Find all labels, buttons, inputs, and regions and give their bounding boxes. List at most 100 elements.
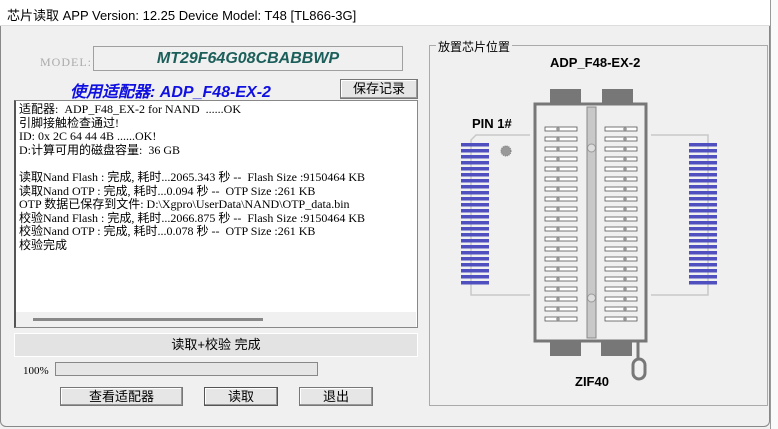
zif-contact-left: [544, 196, 578, 202]
exit-button[interactable]: 退出: [299, 387, 373, 406]
model-label: MODEL:: [40, 55, 92, 69]
zif-contact-dot: [556, 287, 560, 291]
chip-pin-right: [689, 233, 717, 237]
horizontal-scrollbar[interactable]: [16, 312, 416, 327]
zif-contact-dot: [623, 277, 627, 281]
chip-pin-left: [461, 269, 489, 273]
chip-pin-left: [461, 215, 489, 219]
save-log-button[interactable]: 保存记录: [340, 79, 418, 99]
zif-contact-dot: [623, 317, 627, 321]
title-bar: 芯片读取 APP Version: 12.25 Device Model: T4…: [0, 0, 770, 26]
zif-contact-dot: [556, 247, 560, 251]
zif-contact-right: [604, 306, 638, 312]
zif-center-bar: [586, 106, 597, 339]
zif-contact-left: [544, 256, 578, 262]
zif-contact-dot: [623, 307, 627, 311]
zif-contact-dot: [556, 157, 560, 161]
chip-pin-right: [689, 245, 717, 249]
zif-contact-right: [604, 256, 638, 262]
zif-contact-dot: [556, 137, 560, 141]
zif-contact-dot: [623, 297, 627, 301]
zif-contact-dot: [556, 267, 560, 271]
chip-pin-right: [689, 167, 717, 171]
zif-contact-right: [604, 246, 638, 252]
zif-contact-right: [604, 166, 638, 172]
zif-contact-right: [604, 196, 638, 202]
chip-pin-left: [461, 167, 489, 171]
chip-pin-right: [689, 179, 717, 183]
pin1-label: PIN 1#: [472, 116, 512, 131]
zif-contact-right: [604, 286, 638, 292]
zif-contact-left: [544, 276, 578, 282]
zif-contact-dot: [623, 157, 627, 161]
zif-contact-left: [544, 306, 578, 312]
chip-pin-right: [689, 281, 717, 285]
zif-contact-dot: [623, 147, 627, 151]
zif-center-hole: [587, 293, 596, 303]
zif-contact-dot: [556, 217, 560, 221]
chip-pin-right: [689, 197, 717, 201]
chip-pin-left: [461, 149, 489, 153]
chip-pin-left: [461, 179, 489, 183]
chip-pin-right: [689, 251, 717, 255]
zif-contact-left: [544, 176, 578, 182]
zif-contact-dot: [556, 317, 560, 321]
zif-contact-right: [604, 136, 638, 142]
socket-tab: [550, 89, 581, 104]
background-window: [770, 0, 778, 429]
chip-pin-right: [689, 275, 717, 279]
chip-pin-left: [461, 221, 489, 225]
read-button[interactable]: 读取: [204, 387, 278, 406]
zif-contact-right: [604, 266, 638, 272]
chip-pin-right: [689, 203, 717, 207]
log-line: 校验Nand Flash : 完成, 耗时...2066.875 秒 -- Fl…: [19, 210, 365, 225]
view-adapter-button[interactable]: 查看适配器: [60, 387, 183, 406]
zif-contact-dot: [623, 207, 627, 211]
zif-contact-left: [544, 126, 578, 132]
zif-contact-dot: [556, 207, 560, 211]
chip-pin-left: [461, 203, 489, 207]
zif-contact-right: [604, 186, 638, 192]
zif-contact-dot: [623, 217, 627, 221]
chip-pin-right: [689, 227, 717, 231]
socket-label: ZIF40: [575, 374, 609, 389]
chip-pin-left: [461, 257, 489, 261]
zif-contact-dot: [556, 167, 560, 171]
zif-contact-dot: [556, 197, 560, 201]
chip-pin-left: [461, 155, 489, 159]
zif-contact-dot: [623, 137, 627, 141]
log-line: ID: 0x 2C 64 44 4B ......OK!: [19, 129, 157, 144]
chip-pin-left: [461, 143, 489, 147]
chip-pin-left: [461, 233, 489, 237]
window-title: 芯片读取 APP Version: 12.25 Device Model: T4…: [7, 8, 357, 23]
zif-contact-dot: [623, 257, 627, 261]
log-line: 读取Nand OTP : 完成, 耗时...0.094 秒 -- OTP Siz…: [19, 183, 316, 198]
chip-pin-left: [461, 251, 489, 255]
socket-tab: [601, 341, 632, 356]
chip-pin-left: [461, 281, 489, 285]
chip-pin-left: [461, 239, 489, 243]
chip-pin-right: [689, 257, 717, 261]
zif-contact-left: [544, 236, 578, 242]
zif-contact-left: [544, 286, 578, 292]
chip-pin-right: [689, 161, 717, 165]
model-value: MT29F64G08CBABBWP: [93, 46, 403, 71]
zif-contact-dot: [556, 187, 560, 191]
chip-pin-left: [461, 275, 489, 279]
log-line: 适配器: ADP_F48_EX-2 for NAND ......OK: [19, 102, 241, 116]
scrollbar-thumb[interactable]: [33, 318, 263, 321]
zif-contact-right: [604, 146, 638, 152]
zif-contact-right: [604, 316, 638, 322]
zif-contact-dot: [556, 307, 560, 311]
socket-tab: [550, 341, 581, 356]
zif-lever-handle: [631, 357, 647, 381]
chip-pin-right: [689, 143, 717, 147]
chip-outline-left: [470, 134, 530, 296]
log-textbox[interactable]: 适配器: ADP_F48_EX-2 for NAND ......OK 引脚接触检…: [14, 100, 418, 328]
socket-tab: [602, 89, 633, 104]
zif-contact-dot: [556, 147, 560, 151]
zif-contact-left: [544, 206, 578, 212]
zif-contact-dot: [623, 267, 627, 271]
zif-contact-left: [544, 156, 578, 162]
